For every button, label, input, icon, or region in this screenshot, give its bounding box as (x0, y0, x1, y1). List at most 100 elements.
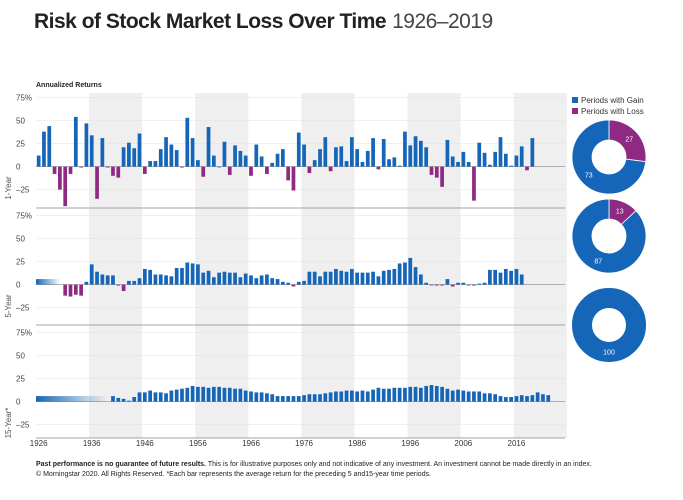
bar-2005 (456, 282, 460, 285)
bar-1968 (259, 275, 264, 285)
bar-1967 (254, 144, 259, 167)
bar-1987 (360, 390, 365, 402)
bar-1960 (217, 272, 222, 285)
bar-1963 (233, 388, 237, 402)
bar-1934 (79, 284, 83, 296)
bar-2008 (472, 391, 476, 402)
bar-2006 (461, 390, 466, 402)
bar-1927 (42, 131, 46, 167)
bar-1956 (196, 264, 200, 285)
bar-1978 (312, 394, 317, 402)
bar-1986 (355, 391, 360, 402)
bar-2011 (488, 269, 492, 285)
bar-1971 (275, 153, 280, 167)
bar-1999 (424, 147, 429, 167)
bar-1969 (265, 274, 269, 285)
x-tick-2016: 2016 (508, 439, 526, 448)
bar-1954 (185, 387, 190, 402)
bar-1969 (265, 393, 269, 402)
bar-2018 (525, 166, 529, 171)
bar-1953 (180, 166, 184, 168)
bar-2009 (477, 283, 482, 285)
bar-2012 (493, 269, 498, 285)
bar-1957 (201, 272, 206, 285)
bar-2014 (503, 268, 508, 285)
bar-2017 (519, 274, 524, 285)
bar-1977 (307, 271, 312, 285)
bar-2002 (440, 386, 444, 402)
panel-5-year: 75% 50 25 0 –255-Year (4, 207, 565, 318)
bar-1949 (158, 149, 163, 167)
bar-1986 (355, 149, 360, 167)
bar-2017 (519, 395, 524, 402)
bar-2013 (498, 272, 503, 285)
bar-1976 (302, 395, 306, 402)
bar-1964 (238, 150, 243, 167)
bar-1954 (185, 117, 190, 167)
bar-1932 (68, 284, 73, 297)
bar-1992 (387, 269, 391, 285)
footer-line1: This is for illustrative purposes only a… (206, 461, 592, 468)
bar-2007 (466, 162, 471, 167)
bar-1943 (127, 142, 131, 167)
donut-loss-label: 27 (625, 137, 633, 144)
bar-1984 (344, 271, 349, 285)
bar-1958 (206, 270, 211, 285)
bar-1983 (339, 270, 344, 285)
bar-1929 (52, 166, 57, 174)
bar-1974 (291, 396, 296, 402)
bar-1966 (249, 275, 253, 285)
bar-1995 (403, 131, 407, 167)
bar-2002 (440, 166, 444, 187)
bar-1931 (63, 284, 68, 296)
bar-2016 (514, 396, 519, 402)
x-tick-1956: 1956 (189, 439, 207, 448)
bar-1935 (84, 281, 89, 285)
panel-label: 15-Year* (4, 408, 13, 439)
bar-1941 (116, 284, 121, 286)
bar-1944 (132, 148, 137, 167)
bar-1985 (350, 268, 354, 285)
footer-note: Past performance is no guarantee of futu… (36, 460, 592, 480)
bar-1997 (413, 136, 418, 167)
y-tick-label: 50 (16, 117, 25, 126)
bar-2014 (503, 397, 508, 402)
x-tick-1936: 1936 (83, 439, 101, 448)
bar-2010 (482, 393, 487, 402)
donut-5-year: 13 87 (571, 198, 647, 274)
bar-1963 (233, 272, 237, 285)
bar-1979 (318, 149, 322, 167)
bar-1944 (132, 397, 137, 402)
bar-1933 (73, 284, 78, 295)
bar-1974 (291, 166, 296, 191)
bar-2005 (456, 162, 460, 167)
bar-1946 (142, 392, 147, 402)
bar-1951 (169, 144, 174, 167)
bar-2015 (509, 165, 513, 167)
bar-1928 (47, 126, 52, 167)
bar-1953 (180, 268, 184, 285)
bar-1960 (217, 386, 222, 402)
bar-1991 (381, 388, 386, 402)
bar-1971 (275, 279, 280, 285)
bar-1959 (211, 277, 216, 285)
bar-2017 (519, 146, 524, 167)
bar-1967 (254, 392, 259, 402)
bar-1989 (371, 271, 375, 285)
bar-2012 (493, 151, 498, 167)
bar-1938 (100, 274, 105, 285)
bar-1952 (174, 389, 179, 402)
bar-1948 (153, 392, 158, 402)
bar-2009 (477, 142, 482, 167)
bar-2001 (434, 385, 439, 402)
bar-1957 (201, 386, 206, 402)
bar-1988 (365, 150, 370, 167)
bar-1979 (318, 394, 322, 402)
bar-1990 (376, 276, 381, 285)
bar-1954 (185, 262, 190, 285)
bar-1998 (419, 140, 423, 167)
bar-2021 (541, 394, 545, 402)
bar-2004 (450, 284, 455, 287)
bar-1931 (63, 166, 68, 207)
legend-swatch (572, 97, 578, 103)
